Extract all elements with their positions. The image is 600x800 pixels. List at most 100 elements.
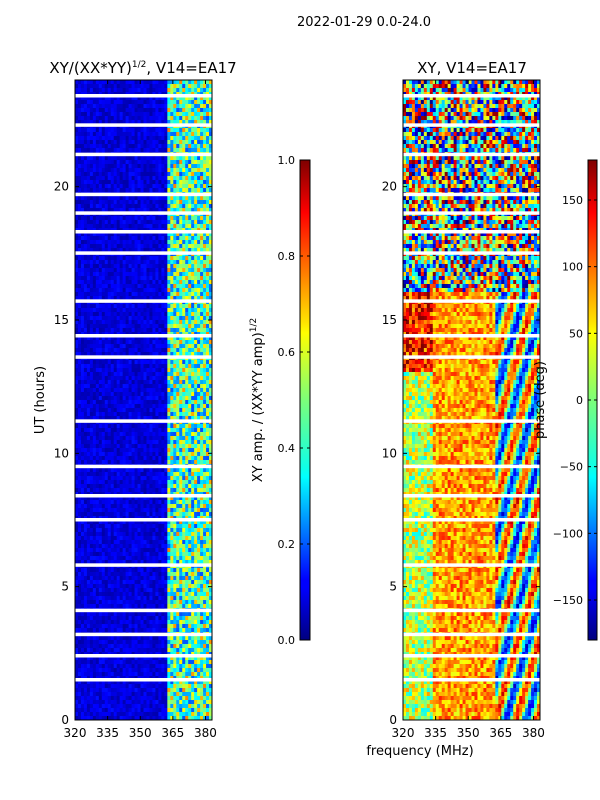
heatmap-cell xyxy=(86,296,91,301)
heatmap-cell xyxy=(173,304,177,309)
heatmap-cell xyxy=(116,408,121,413)
heatmap-cell xyxy=(86,336,91,341)
heatmap-cell xyxy=(122,288,127,293)
heatmap-cell xyxy=(206,232,210,237)
heatmap-cell xyxy=(116,208,121,213)
heatmap-cell xyxy=(116,424,121,429)
heatmap-cell xyxy=(128,444,132,449)
heatmap-cell xyxy=(191,288,195,293)
heatmap-cell xyxy=(209,280,213,285)
heatmap-cell xyxy=(80,340,85,345)
heatmap-cell xyxy=(185,204,189,209)
heatmap-cell xyxy=(89,316,94,321)
heatmap-cell xyxy=(158,88,162,93)
heatmap-cell xyxy=(75,208,79,213)
heatmap-cell xyxy=(107,512,112,517)
heatmap-cell xyxy=(155,220,159,225)
heatmap-cell xyxy=(158,340,162,345)
heatmap-cell xyxy=(107,116,112,121)
heatmap-cell xyxy=(107,504,112,509)
heatmap-cell xyxy=(75,408,79,413)
heatmap-cell xyxy=(203,452,207,457)
heatmap-cell xyxy=(75,132,79,137)
heatmap-cell xyxy=(98,368,103,373)
heatmap-cell xyxy=(75,264,79,269)
heatmap-cell xyxy=(75,200,79,205)
heatmap-cell xyxy=(128,344,132,349)
heatmap-cell xyxy=(83,320,88,325)
heatmap-cell xyxy=(170,220,174,225)
heatmap-cell xyxy=(200,408,204,413)
heatmap-cell xyxy=(191,232,195,237)
heatmap-cell xyxy=(110,256,115,261)
heatmap-cell xyxy=(182,136,186,141)
heatmap-cell xyxy=(77,304,82,309)
heatmap-cell xyxy=(152,400,156,405)
heatmap-cell xyxy=(104,428,109,433)
heatmap-cell xyxy=(119,484,124,489)
heatmap-cell xyxy=(152,388,156,393)
heatmap-cell xyxy=(110,512,115,517)
heatmap-cell xyxy=(191,200,195,205)
heatmap-cell xyxy=(122,392,127,397)
heatmap-cell xyxy=(75,128,79,133)
heatmap-cell xyxy=(167,368,171,373)
heatmap-cell xyxy=(119,188,124,193)
heatmap-cell xyxy=(98,116,103,121)
heatmap-cell xyxy=(203,200,207,205)
heatmap-cell xyxy=(209,496,213,501)
heatmap-cell xyxy=(185,344,189,349)
heatmap-cell xyxy=(164,308,168,313)
heatmap-cell xyxy=(155,204,159,209)
heatmap-cell xyxy=(134,500,138,505)
heatmap-cell xyxy=(92,136,97,141)
heatmap-cell xyxy=(95,204,100,209)
heatmap-cell xyxy=(149,200,153,205)
heatmap-cell xyxy=(149,180,153,185)
heatmap-cell xyxy=(206,204,210,209)
heatmap-cell xyxy=(137,384,141,389)
heatmap-cell xyxy=(149,240,153,245)
heatmap-cell xyxy=(197,220,201,225)
heatmap-cell xyxy=(128,88,132,93)
heatmap-cell xyxy=(167,216,171,221)
heatmap-cell xyxy=(161,96,165,101)
heatmap-cell xyxy=(80,200,85,205)
heatmap-cell xyxy=(161,156,165,161)
heatmap-cell xyxy=(110,220,115,225)
heatmap-cell xyxy=(203,84,207,89)
heatmap-cell xyxy=(170,156,174,161)
heatmap-cell xyxy=(182,416,186,421)
heatmap-cell xyxy=(89,128,94,133)
heatmap-cell xyxy=(176,292,180,297)
heatmap-cell xyxy=(104,208,109,213)
heatmap-cell xyxy=(104,416,109,421)
heatmap-cell xyxy=(95,380,100,385)
heatmap-cell xyxy=(140,172,144,177)
heatmap-cell xyxy=(101,184,106,189)
heatmap-cell xyxy=(80,476,85,481)
heatmap-cell xyxy=(131,216,135,221)
heatmap-cell xyxy=(200,472,204,477)
heatmap-cell xyxy=(98,268,103,273)
heatmap-cell xyxy=(101,296,106,301)
heatmap-cell xyxy=(128,496,132,501)
heatmap-cell xyxy=(131,244,135,249)
heatmap-cell xyxy=(161,428,165,433)
heatmap-cell xyxy=(179,204,183,209)
heatmap-cell xyxy=(101,96,106,101)
heatmap-cell xyxy=(146,236,150,241)
heatmap-cell xyxy=(137,372,141,377)
heatmap-cell xyxy=(101,220,106,225)
heatmap-cell xyxy=(185,160,189,165)
heatmap-cell xyxy=(137,508,141,513)
heatmap-cell xyxy=(143,372,147,377)
heatmap-cell xyxy=(140,480,144,485)
heatmap-cell xyxy=(209,392,213,397)
heatmap-cell xyxy=(92,236,97,241)
heatmap-cell xyxy=(98,436,103,441)
heatmap-cell xyxy=(80,452,85,457)
heatmap-cell xyxy=(116,244,121,249)
heatmap-cell xyxy=(95,312,100,317)
heatmap-cell xyxy=(155,376,159,381)
